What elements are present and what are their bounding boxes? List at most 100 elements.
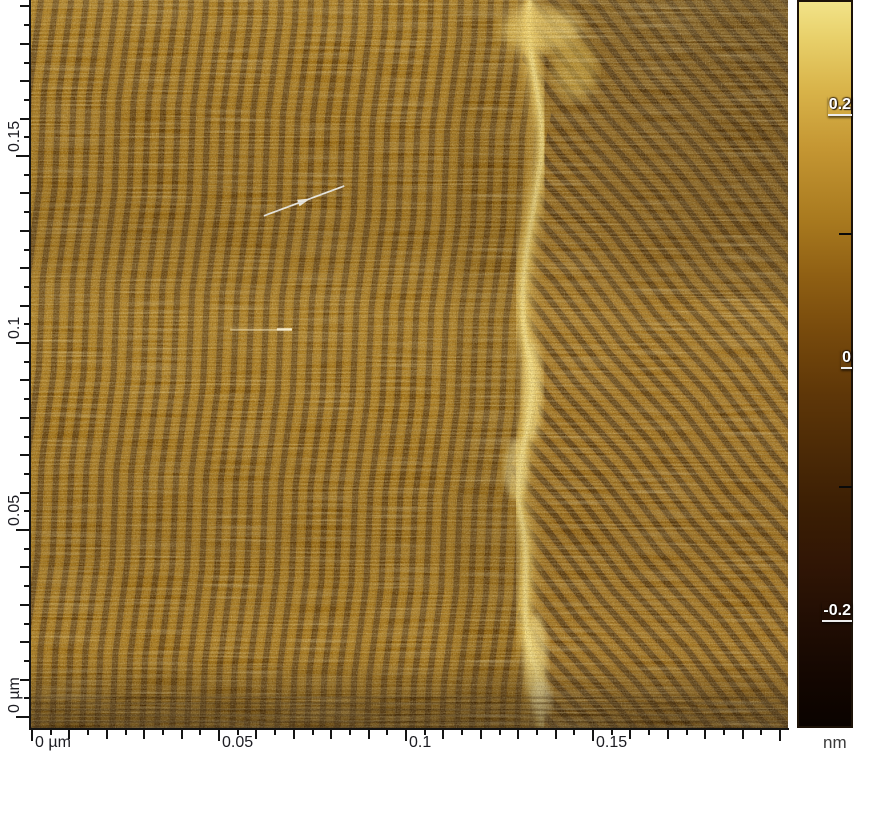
x-axis-tick xyxy=(405,730,407,741)
y-axis-tick xyxy=(24,173,29,176)
x-axis-tick xyxy=(535,730,538,735)
x-axis-tick xyxy=(741,730,744,739)
x-axis-tick xyxy=(779,730,781,741)
y-axis-tick xyxy=(16,716,29,718)
y-axis-tick xyxy=(24,697,29,700)
colorbar-gradient xyxy=(799,2,851,726)
x-axis-tick xyxy=(218,730,220,741)
x-axis-tick-label: 0 µm xyxy=(35,734,71,751)
y-axis-tick xyxy=(20,229,29,232)
colorbar-minor-tick xyxy=(839,485,852,488)
y-axis-tick xyxy=(16,529,29,531)
y-axis-tick xyxy=(24,24,29,27)
x-axis-tick xyxy=(87,730,90,735)
y-axis-tick xyxy=(24,659,29,662)
y-axis-tick xyxy=(24,398,29,401)
y-axis-line xyxy=(29,0,31,730)
y-axis-tick xyxy=(20,416,29,419)
y-axis-tick xyxy=(20,80,29,83)
measurement-arrow-head xyxy=(297,198,311,207)
x-axis-tick xyxy=(348,730,351,735)
x-axis-tick xyxy=(292,730,295,739)
x-axis-tick xyxy=(666,730,669,739)
colorbar-tick-label: 0.2 xyxy=(827,96,852,116)
scan-image[interactable] xyxy=(30,0,788,728)
x-axis-tick xyxy=(554,730,557,739)
y-axis-tick xyxy=(24,435,29,438)
y-axis-tick xyxy=(24,248,29,251)
x-axis-tick xyxy=(143,730,146,739)
x-axis-tick xyxy=(199,730,202,735)
x-axis-tick xyxy=(68,730,71,739)
x-axis-tick xyxy=(330,730,333,739)
x-axis-tick xyxy=(722,730,725,735)
x-axis-tick xyxy=(629,730,632,739)
y-axis-tick-label: 0.15 xyxy=(6,120,23,152)
y-axis-tick xyxy=(24,585,29,588)
x-axis-line xyxy=(29,728,789,730)
x-axis-tick xyxy=(685,730,688,735)
annotations-layer xyxy=(230,185,345,331)
y-axis-tick xyxy=(20,603,29,606)
y-axis-tick xyxy=(24,61,29,64)
y-axis-tick xyxy=(20,117,29,120)
y-axis-tick xyxy=(20,267,29,270)
x-axis-tick xyxy=(610,730,613,735)
x-axis-tick xyxy=(479,730,482,739)
colorbar[interactable] xyxy=(797,0,853,728)
y-axis-tick xyxy=(20,454,29,457)
y-axis-tick-label: 0.1 xyxy=(6,316,23,339)
y-axis-tick xyxy=(24,98,29,101)
x-axis-tick xyxy=(592,730,594,741)
y-axis-tick xyxy=(24,323,29,326)
x-axis-tick xyxy=(49,730,52,735)
x-axis-tick xyxy=(442,730,445,739)
x-axis-tick xyxy=(161,730,164,735)
x-axis-tick xyxy=(180,730,183,739)
y-axis-tick xyxy=(20,42,29,45)
colorbar-unit-label: nm xyxy=(823,733,847,752)
x-axis-tick xyxy=(274,730,277,735)
x-axis-tick xyxy=(760,730,763,735)
y-axis-tick xyxy=(20,5,29,8)
colorbar-tick-label: -0.2 xyxy=(822,602,852,622)
x-axis-tick xyxy=(461,730,464,735)
x-axis-tick xyxy=(255,730,258,739)
y-axis-tick xyxy=(24,510,29,513)
scan-texture xyxy=(30,0,788,728)
x-axis-tick xyxy=(31,730,33,741)
y-axis-tick xyxy=(24,360,29,363)
x-axis-tick xyxy=(367,730,370,739)
y-axis-tick xyxy=(20,641,29,644)
x-axis-tick xyxy=(498,730,501,735)
y-axis-tick xyxy=(16,342,29,344)
x-axis-tick xyxy=(704,730,707,739)
y-axis-tick xyxy=(20,304,29,307)
colorbar-tick-label: 0 xyxy=(841,349,852,369)
x-axis-tick xyxy=(311,730,314,735)
y-axis-tick xyxy=(20,566,29,569)
x-axis-tick-label: 0.1 xyxy=(409,734,432,751)
x-axis-tick xyxy=(648,730,651,735)
y-axis-tick xyxy=(20,192,29,195)
y-axis-tick xyxy=(24,285,29,288)
y-axis-tick xyxy=(20,379,29,382)
y-axis-tick xyxy=(24,211,29,214)
y-axis-tick xyxy=(24,472,29,475)
y-axis-tick xyxy=(24,136,29,139)
y-axis-tick-label: 0 µm xyxy=(6,677,23,713)
y-axis-tick xyxy=(20,491,29,494)
colorbar-minor-tick xyxy=(839,232,852,235)
x-axis-tick-label: 0.05 xyxy=(222,734,254,751)
y-axis-tick-label: 0.05 xyxy=(6,494,23,526)
y-axis-tick xyxy=(24,622,29,625)
y-axis-tick xyxy=(16,155,29,157)
x-axis-tick xyxy=(386,730,389,735)
x-axis-tick xyxy=(573,730,576,735)
x-axis-tick xyxy=(517,730,520,739)
x-axis-tick xyxy=(124,730,127,735)
x-axis-tick xyxy=(236,730,239,735)
x-axis-tick xyxy=(105,730,108,739)
y-axis-tick xyxy=(20,678,29,681)
